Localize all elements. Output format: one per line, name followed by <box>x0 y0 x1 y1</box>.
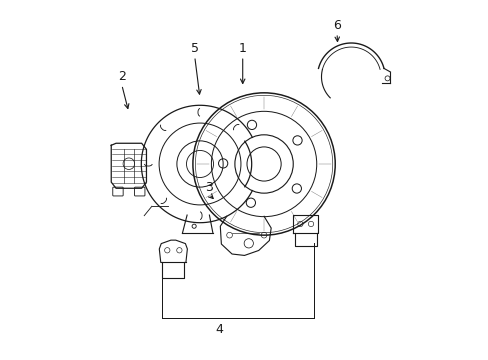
Text: 2: 2 <box>118 70 125 83</box>
Text: 6: 6 <box>332 19 340 32</box>
Text: 3: 3 <box>204 181 212 194</box>
Text: 1: 1 <box>238 42 246 55</box>
Text: 5: 5 <box>190 42 198 55</box>
Text: 4: 4 <box>215 323 223 336</box>
